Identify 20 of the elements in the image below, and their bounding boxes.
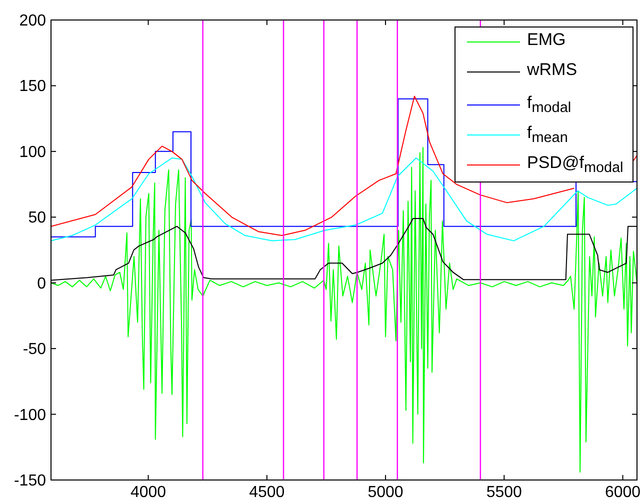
legend-label: PSD@f$_{modal}$ [527,153,624,176]
line-series [51,158,637,242]
x-tick-label: 5500 [486,484,522,501]
y-tick-label: 0 [37,275,46,292]
legend-label: f$_{mean}$ [527,123,568,146]
x-tick-label: 5000 [368,484,404,501]
line-series [51,146,637,473]
y-tick-label: 150 [19,78,46,96]
y-tick-label: -100 [14,406,46,424]
y-tick-label: -150 [14,472,46,490]
x-tick-label: 4000 [130,484,166,501]
legend-label: wRMS [526,60,578,79]
x-tick-label: 6000 [604,484,641,501]
y-tick-label: 50 [28,210,46,227]
legend-label: f$_{modal}$ [527,93,572,116]
y-tick-label: -50 [22,341,46,358]
y-tick-label: 200 [19,12,46,30]
y-tick-label: 100 [19,144,46,161]
x-tick-label: 4500 [249,484,285,501]
legend-label: EMG [527,30,566,49]
